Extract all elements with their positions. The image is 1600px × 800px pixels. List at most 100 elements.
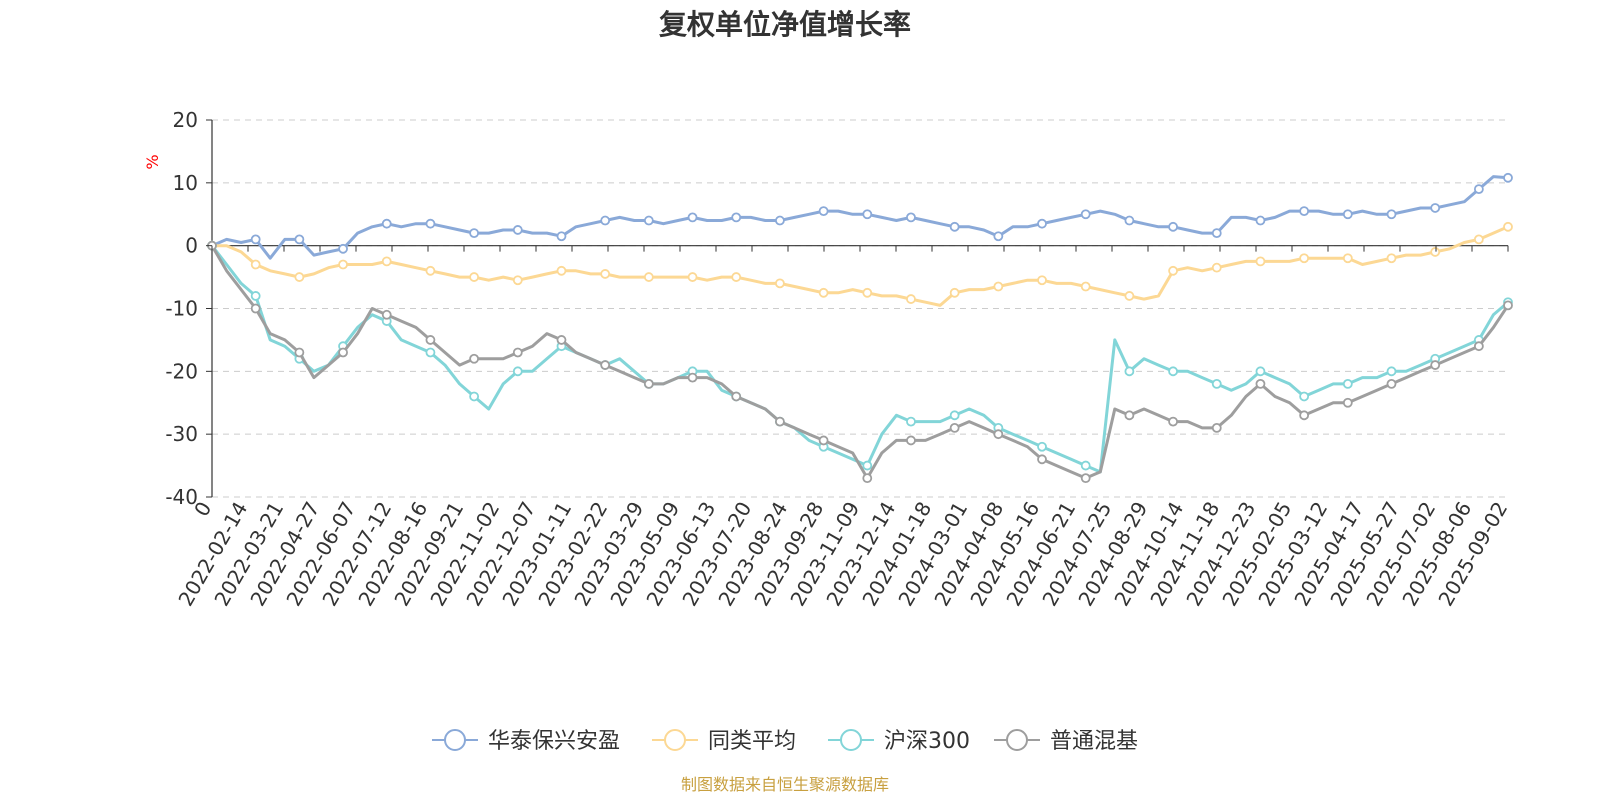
series-point [687, 372, 698, 383]
series-group [207, 240, 1513, 484]
series-point [1168, 221, 1178, 232]
series-point [1124, 215, 1135, 226]
series-point [731, 391, 742, 402]
series-point [643, 215, 654, 226]
series-point [1430, 203, 1441, 213]
grid-lines [212, 119, 1508, 498]
legend-label: 沪深300 [884, 729, 970, 754]
series-point [381, 309, 392, 320]
series-point [469, 353, 480, 364]
series-point [643, 272, 654, 282]
series-point [425, 335, 436, 345]
series-point [775, 278, 785, 289]
series-point [1037, 454, 1047, 465]
series-point [687, 272, 698, 282]
series-point [906, 435, 916, 446]
series-point [1386, 209, 1397, 220]
series-point [294, 234, 305, 245]
series-point [1211, 422, 1222, 433]
series-point [338, 259, 348, 270]
series-point [1342, 397, 1353, 408]
series-point [600, 215, 611, 226]
series-point [993, 429, 1004, 440]
series-point [425, 347, 436, 358]
y-tick-label: -30 [165, 422, 198, 446]
legend-item[interactable]: 华泰保兴安盈 [432, 729, 620, 754]
series-point [1124, 366, 1135, 377]
series-point [1299, 206, 1310, 217]
series-point [338, 243, 348, 254]
series-point [1124, 410, 1135, 421]
series-point [1080, 473, 1091, 484]
series-point [818, 435, 829, 446]
series-point [731, 212, 742, 223]
series-point [250, 303, 261, 314]
series-point [862, 473, 873, 484]
series-point [600, 360, 611, 370]
series-point [818, 206, 829, 217]
y-tick-label: 10 [173, 171, 198, 195]
series-point [1299, 253, 1310, 264]
series-point [862, 209, 873, 220]
series-point [1080, 460, 1091, 471]
legend-marker [840, 729, 862, 751]
series-point [731, 272, 742, 282]
series-point [1503, 221, 1513, 232]
y-tick-label: 0 [185, 234, 198, 258]
series-point [906, 416, 916, 427]
series-group [207, 240, 1513, 474]
series-point [294, 347, 305, 358]
series-point [1430, 247, 1441, 257]
series-point [425, 218, 436, 229]
series-point [1430, 360, 1441, 370]
series-point [949, 410, 960, 421]
series-point [993, 281, 1004, 292]
legend-marker [444, 729, 466, 751]
series-point [1342, 253, 1353, 264]
series-point [469, 228, 480, 239]
series-point [1386, 253, 1397, 264]
y-tick-label: 20 [173, 108, 198, 132]
legend-item[interactable]: 普通混基 [994, 729, 1138, 754]
series-point [512, 275, 523, 286]
series-point [250, 234, 261, 245]
series-point [775, 416, 785, 427]
series-point [1473, 234, 1484, 245]
series-point [1080, 209, 1091, 220]
series-point [250, 259, 261, 270]
legend-item[interactable]: 沪深300 [828, 729, 970, 754]
series-point [862, 287, 873, 298]
series-point [1037, 275, 1047, 286]
legend-marker [664, 729, 686, 751]
legend-item[interactable]: 同类平均 [652, 729, 796, 754]
series-point [512, 366, 523, 377]
series-point [381, 256, 392, 267]
series-group [207, 172, 1513, 260]
series-point [1255, 256, 1266, 267]
series-point [687, 212, 698, 223]
series-point [1080, 281, 1091, 292]
series-point [1168, 416, 1178, 427]
series-point [1299, 410, 1310, 421]
y-tick-label: -20 [165, 359, 198, 383]
series-point [425, 265, 436, 276]
series-point [1037, 441, 1047, 452]
series-point [1342, 209, 1353, 220]
series-point [1503, 172, 1513, 183]
series-point [993, 231, 1004, 242]
series-point [1255, 378, 1266, 389]
series-point [643, 378, 654, 389]
series-point [906, 212, 916, 223]
series-point [1299, 391, 1310, 402]
x-axis-ticks: 02022-02-142022-03-212022-04-272022-06-0… [173, 245, 1512, 610]
series-point [338, 347, 348, 358]
series-point [1124, 291, 1135, 301]
series-point [1037, 218, 1047, 229]
series-point [949, 221, 960, 232]
series-point [862, 460, 873, 471]
legend-label: 同类平均 [708, 729, 796, 754]
series-point [949, 422, 960, 433]
series-point [1255, 215, 1266, 226]
series-group [207, 221, 1513, 307]
